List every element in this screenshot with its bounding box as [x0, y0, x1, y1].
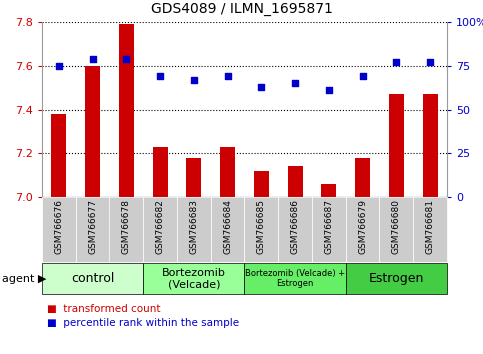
Text: GSM766681: GSM766681 [426, 199, 435, 254]
Bar [413, 197, 447, 262]
Bar [42, 197, 76, 262]
Bar [211, 197, 244, 262]
Bar [278, 197, 312, 262]
Point [257, 84, 265, 90]
Bar [42, 263, 143, 294]
Bar [85, 66, 100, 197]
Text: GSM766680: GSM766680 [392, 199, 401, 254]
Bar [51, 114, 67, 197]
Text: ■  percentile rank within the sample: ■ percentile rank within the sample [47, 318, 239, 328]
Bar [177, 197, 211, 262]
Text: GDS4089 / ILMN_1695871: GDS4089 / ILMN_1695871 [151, 2, 332, 16]
Bar [244, 197, 278, 262]
Text: ■  transformed count: ■ transformed count [47, 304, 160, 314]
Bar [76, 197, 110, 262]
Bar [220, 147, 235, 197]
Bar [389, 94, 404, 197]
Point [156, 73, 164, 79]
Bar [119, 24, 134, 197]
Point [393, 59, 400, 65]
Bar [321, 184, 337, 197]
Bar [186, 158, 201, 197]
Bar [346, 263, 447, 294]
Point [291, 80, 299, 86]
Bar [312, 197, 346, 262]
Text: control: control [71, 272, 114, 285]
Text: GSM766679: GSM766679 [358, 199, 367, 254]
Bar [244, 263, 346, 294]
Text: Bortezomib (Velcade) +
Estrogen: Bortezomib (Velcade) + Estrogen [245, 269, 345, 288]
Bar [346, 197, 380, 262]
Text: GSM766678: GSM766678 [122, 199, 131, 254]
Point [190, 77, 198, 82]
Text: Bortezomib
(Velcade): Bortezomib (Velcade) [162, 268, 226, 289]
Text: GSM766685: GSM766685 [257, 199, 266, 254]
Bar [153, 147, 168, 197]
Text: agent ▶: agent ▶ [2, 274, 46, 284]
Text: GSM766682: GSM766682 [156, 199, 165, 254]
Text: Estrogen: Estrogen [369, 272, 424, 285]
Text: GSM766686: GSM766686 [291, 199, 299, 254]
Text: GSM766677: GSM766677 [88, 199, 97, 254]
Bar [254, 171, 269, 197]
Text: GSM766684: GSM766684 [223, 199, 232, 254]
Bar [143, 263, 244, 294]
Point [426, 59, 434, 65]
Bar [143, 197, 177, 262]
Bar [380, 197, 413, 262]
Text: GSM766683: GSM766683 [189, 199, 199, 254]
Bar [355, 158, 370, 197]
Text: GSM766676: GSM766676 [55, 199, 63, 254]
Point [123, 56, 130, 62]
Bar [110, 197, 143, 262]
Point [89, 56, 97, 62]
Point [224, 73, 231, 79]
Point [359, 73, 367, 79]
Bar [287, 166, 303, 197]
Text: GSM766687: GSM766687 [325, 199, 333, 254]
Point [325, 87, 333, 93]
Bar [423, 94, 438, 197]
Point [55, 63, 63, 69]
